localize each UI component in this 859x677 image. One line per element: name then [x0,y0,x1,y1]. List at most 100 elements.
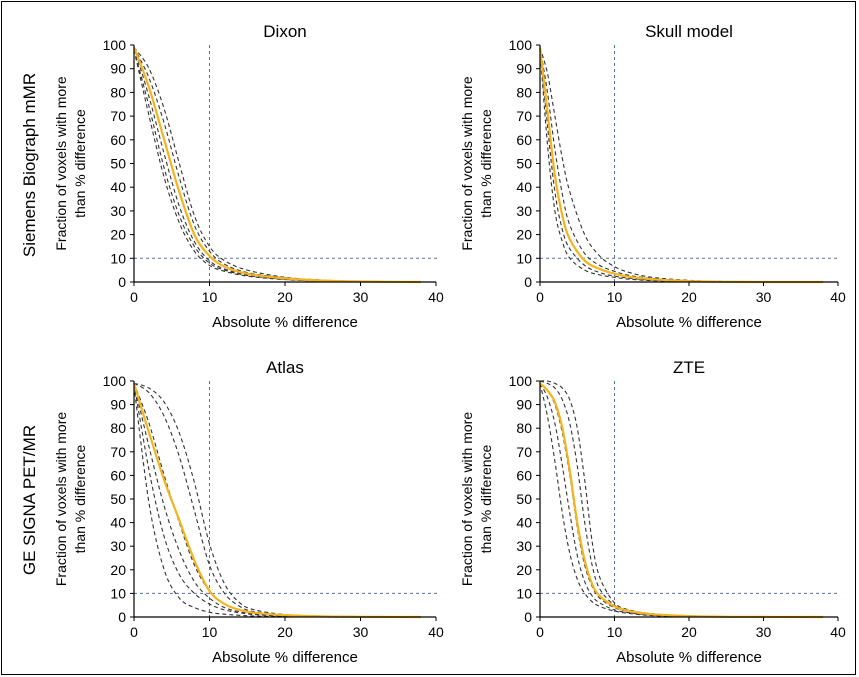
x-tick-label: 20 [681,289,697,305]
y-tick-label: 80 [516,84,532,100]
x-tick-label: 0 [130,624,138,640]
y-tick-label: 30 [110,203,126,219]
y-tick-label: 50 [516,156,532,172]
chart-skull-model: Skull model 0 10 20 30 40 50 60 70 80 90 100 0 10 20 30… [459,22,846,331]
mean-curve [132,47,421,284]
y-tick-label: 30 [516,203,532,219]
subject-curve-5 [133,49,421,283]
chart-title: Atlas [266,358,304,377]
subject-curve-4 [133,49,421,283]
subject-curve-1 [133,382,421,618]
x-tick-label: 20 [277,289,293,305]
y-tick-label: 10 [516,250,532,266]
y-tick-label: 90 [516,61,532,77]
y-tick-label: 20 [110,562,126,578]
y-tick-label: 60 [110,467,126,483]
y-axis-label-line-1: Fraction of voxels with more [459,76,475,250]
chart-dixon: Dixon 0 10 20 30 40 50 60 70 80 90 100 0 10 20 30 40 Abso… [53,22,444,331]
subject-curve-2 [133,47,421,283]
y-tick-label: 60 [110,132,126,148]
y-tick-label: 90 [110,397,126,413]
subject-curve-4 [133,383,421,618]
x-tick-label: 40 [830,624,846,640]
y-axis-label-line-1: Fraction of voxels with more [459,412,475,586]
y-axis-label-line-1: Fraction of voxels with more [53,76,69,250]
x-tick-label: 30 [353,289,369,305]
x-axis-label: Absolute % difference [616,314,762,331]
y-tick-label: 10 [516,585,532,601]
y-tick-label: 0 [524,609,532,625]
y-tick-label: 40 [110,515,126,531]
y-tick-label: 50 [110,156,126,172]
y-tick-label: 40 [516,515,532,531]
y-tick-label: 60 [516,467,532,483]
x-tick-label: 20 [681,624,697,640]
y-tick-label: 10 [110,585,126,601]
y-tick-label: 70 [516,444,532,460]
subject-curve-2 [539,47,824,283]
y-tick-label: 60 [516,132,532,148]
y-tick-label: 40 [110,179,126,195]
x-axis-label: Absolute % difference [212,314,358,331]
mean-curve [538,47,824,284]
x-tick-label: 10 [607,624,623,640]
y-tick-label: 20 [516,227,532,243]
y-tick-label: 80 [110,84,126,100]
x-axis-label: Absolute % difference [212,649,358,666]
subject-curve-3 [539,382,824,618]
x-tick-label: 0 [536,624,544,640]
subject-curve-6 [133,385,421,618]
subject-curve-1 [133,47,421,283]
y-tick-label: 0 [118,274,126,290]
y-tick-label: 50 [516,491,532,507]
y-axis-label-line-2: than % difference [72,444,88,553]
chart-atlas: Atlas 0 10 20 30 40 50 60 70 80 90 100 0 10 20 30 40 Abso… [53,358,444,666]
y-tick-label: 20 [516,562,532,578]
subject-curve-5 [539,383,824,618]
y-tick-label: 30 [516,538,532,554]
y-tick-label: 100 [509,373,533,389]
subject-curve-2 [539,380,824,618]
mean-curve [132,383,421,619]
x-tick-label: 10 [607,289,623,305]
x-tick-label: 40 [428,289,444,305]
chart-title: Dixon [263,22,306,41]
y-tick-label: 100 [103,37,127,53]
subject-curve-5 [133,383,421,618]
x-axis-label: Absolute % difference [616,649,762,666]
chart-title: ZTE [673,358,705,377]
y-tick-label: 40 [516,179,532,195]
subject-curve-2 [133,382,421,618]
x-tick-label: 0 [536,289,544,305]
y-tick-label: 70 [516,108,532,124]
x-tick-label: 10 [202,289,218,305]
y-tick-label: 50 [110,491,126,507]
x-tick-label: 20 [277,624,293,640]
y-tick-label: 70 [110,108,126,124]
subject-curve-3 [539,47,824,283]
y-axis-label-line-1: Fraction of voxels with more [53,412,69,586]
y-tick-label: 20 [110,227,126,243]
chart-zte: ZTE 0 10 20 30 40 50 60 70 80 90 100 0 10 20 30 40 Absolu… [459,358,846,666]
y-tick-label: 80 [516,420,532,436]
x-tick-label: 10 [202,624,218,640]
subject-curve-1 [539,380,824,618]
y-tick-label: 100 [509,37,533,53]
subject-curve-1 [539,47,824,283]
subject-curve-3 [133,383,421,618]
y-tick-label: 80 [110,420,126,436]
y-tick-label: 90 [110,61,126,77]
y-tick-label: 100 [103,373,127,389]
y-tick-label: 90 [516,397,532,413]
subject-curve-4 [539,383,824,618]
y-axis-label-line-2: than % difference [478,444,494,553]
subject-curve-3 [133,47,421,283]
y-tick-label: 30 [110,538,126,554]
x-tick-label: 30 [353,624,369,640]
x-tick-label: 40 [830,289,846,305]
y-tick-label: 70 [110,444,126,460]
y-tick-label: 0 [118,609,126,625]
chart-title: Skull model [645,22,733,41]
